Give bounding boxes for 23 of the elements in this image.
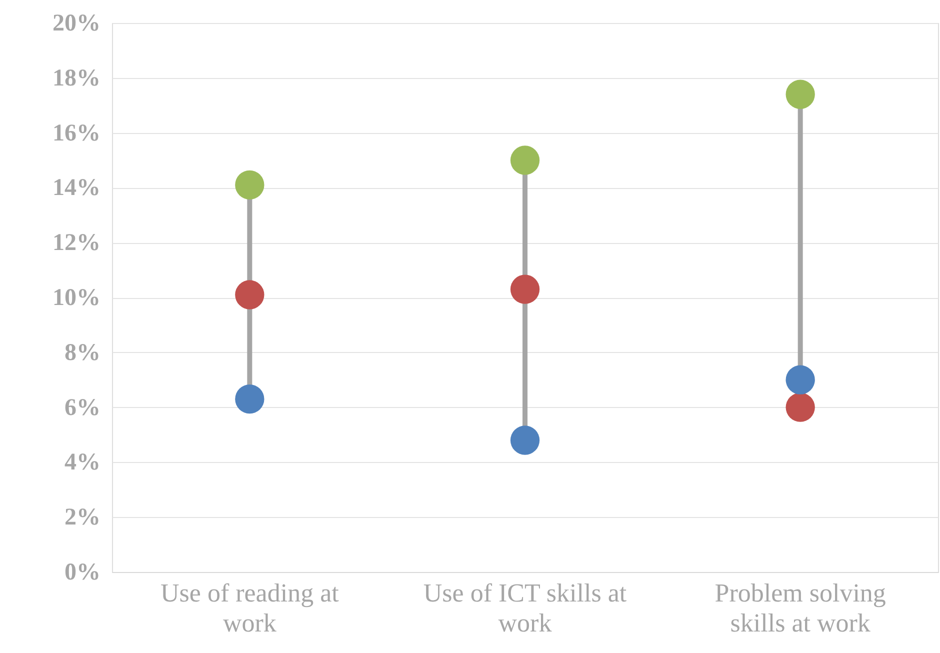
point bbox=[510, 146, 540, 175]
y-tick-label: 0% bbox=[64, 560, 100, 586]
point bbox=[235, 170, 264, 200]
point bbox=[786, 392, 815, 422]
point bbox=[510, 426, 540, 455]
y-tick-label: 20% bbox=[52, 10, 100, 36]
x-tick-label: Use of ICT skills at work bbox=[423, 578, 628, 638]
point bbox=[235, 280, 264, 310]
y-tick-label: 4% bbox=[64, 450, 100, 476]
x-tick-label: Problem solving skills at work bbox=[714, 578, 886, 638]
point bbox=[786, 365, 815, 394]
point bbox=[786, 80, 815, 109]
y-tick-label: 14% bbox=[52, 175, 100, 202]
y-tick-label: 16% bbox=[52, 120, 100, 146]
y-tick-label: 2% bbox=[64, 504, 100, 531]
y-tick-label: 12% bbox=[52, 230, 100, 256]
point bbox=[235, 384, 264, 414]
y-tick-label: 10% bbox=[52, 285, 100, 311]
x-tick-label: Use of reading at work bbox=[160, 578, 340, 638]
y-tick-label: 6% bbox=[64, 394, 100, 421]
point bbox=[510, 274, 540, 304]
y-tick-label: 18% bbox=[52, 65, 100, 92]
y-tick-label: 8% bbox=[64, 340, 100, 366]
